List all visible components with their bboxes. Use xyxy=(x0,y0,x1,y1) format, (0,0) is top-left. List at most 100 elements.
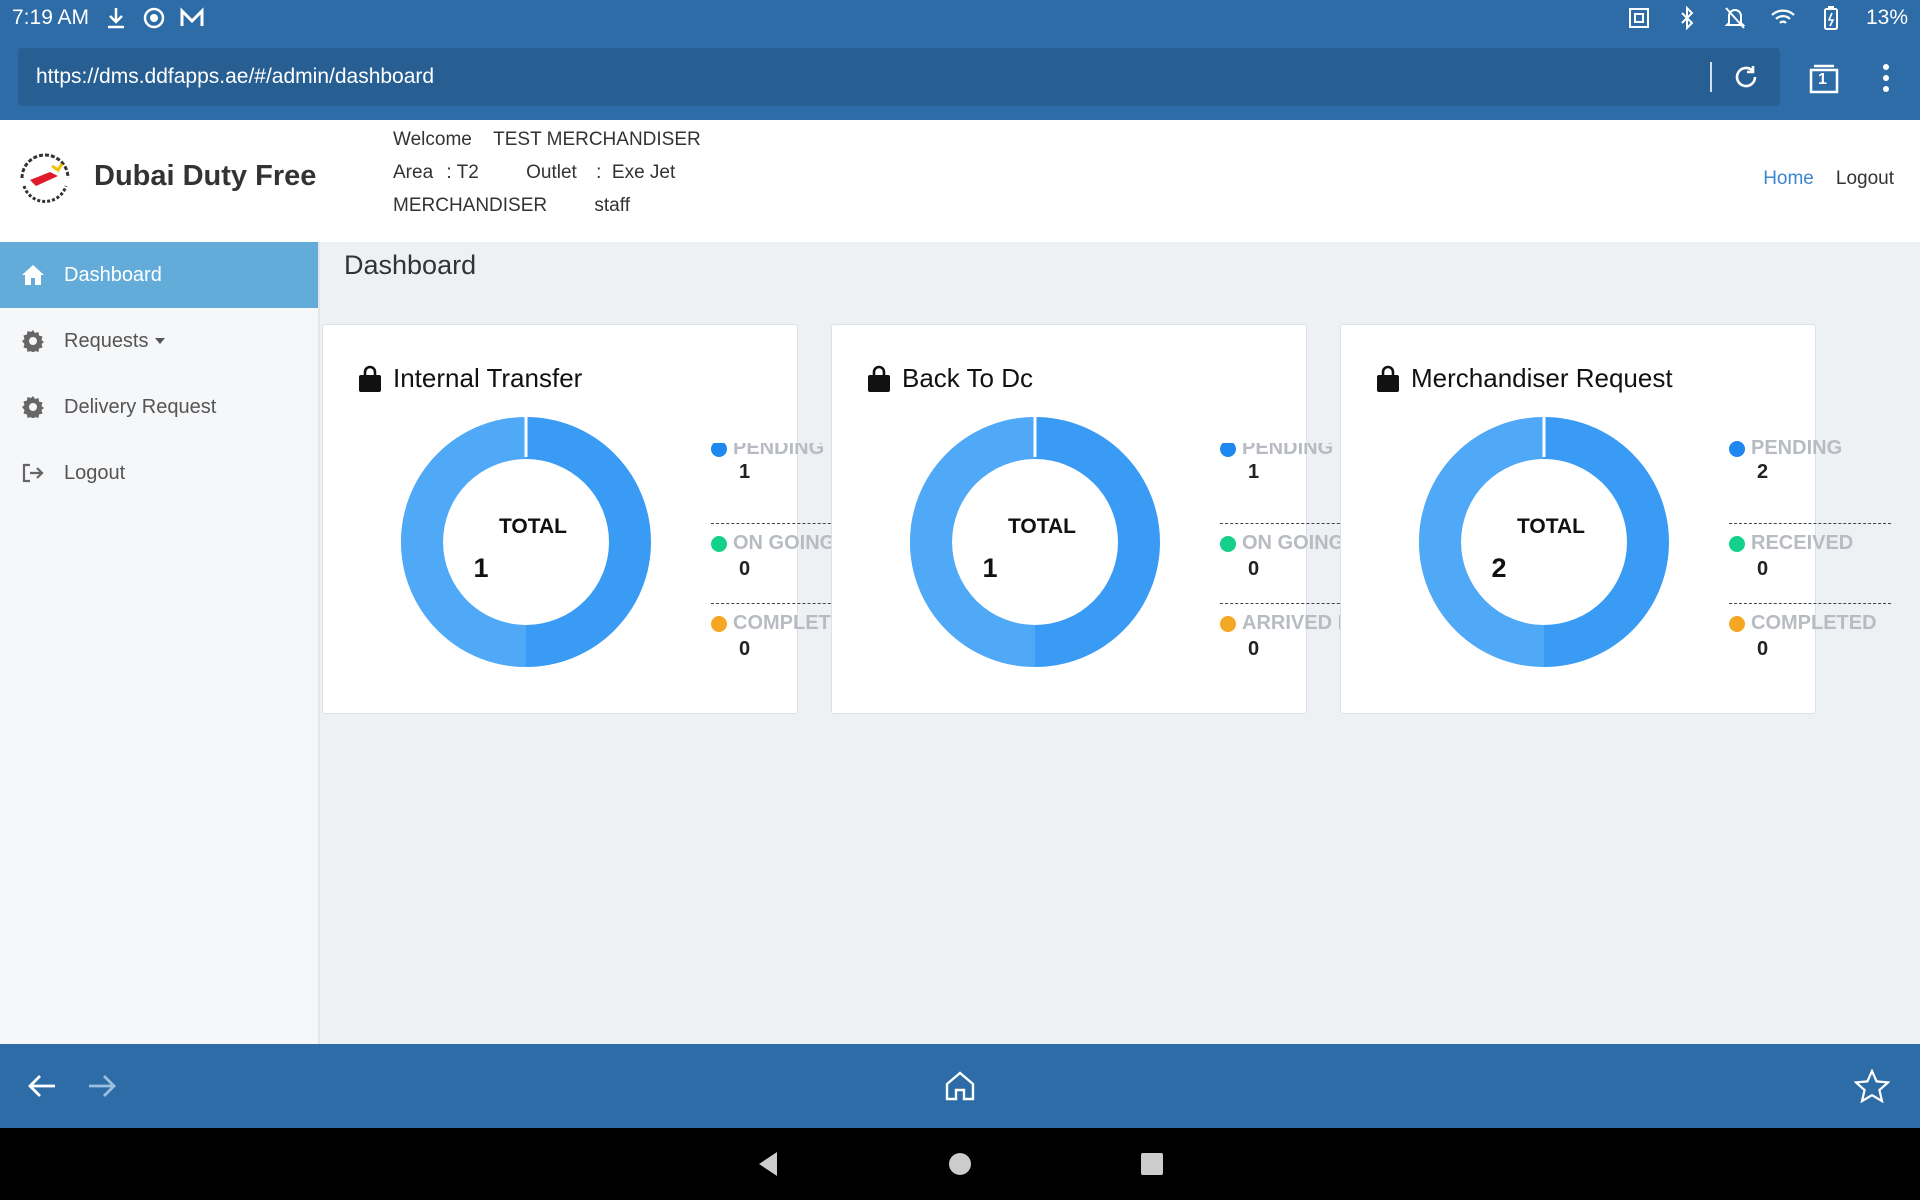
bookmark-star-icon[interactable] xyxy=(1852,1066,1892,1106)
donut-total-value: 1 xyxy=(473,553,489,583)
sidebar-item-label: Delivery Request xyxy=(64,395,217,418)
card-title: Back To Dc xyxy=(866,363,1033,394)
status-legend: PENDING 1 ON GOING 0 COMPLET 0 xyxy=(711,443,841,683)
gear-icon xyxy=(20,394,46,420)
card-title-text: Merchandiser Request xyxy=(1411,363,1673,393)
mail-app-icon xyxy=(179,5,205,31)
sidebar-item-label: Logout xyxy=(64,461,126,484)
legend-item: PENDING 2 xyxy=(1729,437,1891,523)
record-icon xyxy=(141,5,167,31)
user-type: staff xyxy=(594,195,630,216)
sidebar-item-requests[interactable]: Requests xyxy=(0,308,318,374)
reload-icon[interactable] xyxy=(1726,57,1766,97)
dubai-duty-free-logo xyxy=(12,146,78,212)
shopping-bag-icon xyxy=(868,365,890,392)
sidebar-item-delivery-request[interactable]: Delivery Request xyxy=(0,374,318,440)
main-content: Dashboard Internal Transfer TOTAL 1 PEND… xyxy=(322,242,1920,1044)
donut-total-value: 2 xyxy=(1491,553,1507,583)
card-title-text: Back To Dc xyxy=(902,363,1034,393)
legend-value: 1 xyxy=(1248,461,1260,483)
nav-recents-icon[interactable] xyxy=(1134,1146,1170,1182)
legend-item: RECEIVED 0 xyxy=(1729,523,1891,603)
nav-back-icon[interactable] xyxy=(750,1146,786,1182)
sidebar-item-logout[interactable]: Logout xyxy=(0,440,318,506)
gear-icon xyxy=(20,328,46,354)
back-arrow-icon[interactable] xyxy=(22,1066,62,1106)
legend-item: ON GOING 0 xyxy=(711,523,841,603)
total-donut-chart xyxy=(401,417,651,667)
back-to-dc-card[interactable]: Back To Dc TOTAL 1 PENDING 1 ON GOING 0 … xyxy=(831,324,1350,714)
sidebar: Dashboard Requests Delivery Request Logo… xyxy=(0,242,320,1044)
legend-label: PENDING xyxy=(1751,437,1843,459)
download-icon xyxy=(103,5,129,31)
tab-count: 1 xyxy=(1818,71,1827,88)
role-line: MERCHANDISER staff xyxy=(393,195,630,217)
system-nav-bar xyxy=(0,1128,1920,1200)
legend-label: COMPLETED xyxy=(1751,612,1877,634)
legend-item: ON GOING 0 xyxy=(1220,523,1350,603)
outlet-label: Outlet xyxy=(526,162,577,183)
nav-logout-link[interactable]: Logout xyxy=(1835,168,1894,189)
legend-label: ON GOING xyxy=(1242,532,1345,554)
page-title: Dashboard xyxy=(344,250,477,280)
status-dot xyxy=(1220,535,1236,552)
welcome-line: Welcome TEST MERCHANDISER xyxy=(393,129,701,151)
app-header: Dubai Duty Free Welcome TEST MERCHANDISE… xyxy=(0,120,1920,242)
legend-item: COMPLET 0 xyxy=(711,603,841,683)
status-dot xyxy=(711,443,727,457)
total-donut-chart xyxy=(1419,417,1669,667)
nav-home-icon[interactable] xyxy=(942,1146,978,1182)
area-label: Area xyxy=(393,162,434,183)
legend-value: 2 xyxy=(1757,461,1769,483)
battery-icon xyxy=(1818,5,1844,31)
total-donut-chart xyxy=(910,417,1160,667)
legend-label: COMPLET xyxy=(733,612,831,634)
user-name: TEST MERCHANDISER xyxy=(493,129,701,150)
legend-value: 0 xyxy=(1757,558,1769,580)
legend-item: PENDING 1 xyxy=(711,443,841,523)
url-text[interactable]: https://dms.ddfapps.ae/#/admin/dashboard xyxy=(36,65,435,88)
location-line: Area : T2 Outlet : Exe Jet xyxy=(393,162,675,184)
status-legend: PENDING 2 RECEIVED 0 COMPLETED 0 xyxy=(1729,437,1891,683)
status-dot xyxy=(1729,440,1745,457)
card-title: Merchandiser Request xyxy=(1375,363,1673,394)
shopping-bag-icon xyxy=(359,365,381,392)
sign-out-icon xyxy=(20,460,46,486)
address-divider xyxy=(1710,62,1712,92)
donut-total-label: TOTAL xyxy=(1007,515,1077,538)
shopping-bag-icon xyxy=(1377,365,1399,392)
legend-value: 0 xyxy=(1248,638,1260,660)
status-dot xyxy=(711,535,727,552)
wifi-icon xyxy=(1770,5,1796,31)
legend-item: PENDING 1 xyxy=(1220,443,1350,523)
legend-item: COMPLETED 0 xyxy=(1729,603,1891,683)
status-dot xyxy=(1220,443,1236,457)
welcome-label: Welcome xyxy=(393,129,472,150)
legend-label: RECEIVED xyxy=(1751,532,1854,554)
internal-transfer-card[interactable]: Internal Transfer TOTAL 1 PENDING 1 ON G… xyxy=(322,324,841,714)
home-icon[interactable] xyxy=(940,1066,980,1106)
sidebar-item-label: Dashboard xyxy=(64,263,162,286)
legend-label: PENDING xyxy=(733,443,825,459)
merchandiser-request-card[interactable]: Merchandiser Request TOTAL 2 PENDING 2 R… xyxy=(1340,324,1891,714)
status-time: 7:19 AM xyxy=(12,6,90,29)
tabs-button[interactable]: 1 xyxy=(1804,58,1844,98)
outlet-value: : Exe Jet xyxy=(596,162,676,183)
donut-total-value: 1 xyxy=(982,553,998,583)
top-nav: Home Logout xyxy=(1763,168,1894,190)
home-icon xyxy=(20,262,46,288)
sidebar-item-dashboard[interactable]: Dashboard xyxy=(0,242,318,308)
sidebar-item-label: Requests xyxy=(64,329,149,352)
nav-home-link[interactable]: Home xyxy=(1763,168,1814,189)
legend-label: PENDING xyxy=(1242,443,1334,459)
legend-value: 0 xyxy=(739,638,751,660)
address-bar[interactable]: https://dms.ddfapps.ae/#/admin/dashboard xyxy=(18,48,1780,106)
status-dot xyxy=(711,615,727,632)
legend-label: ARRIVED I xyxy=(1242,612,1344,634)
mute-icon xyxy=(1722,5,1748,31)
brand-name: Dubai Duty Free xyxy=(94,160,317,192)
browser-toolbar: https://dms.ddfapps.ae/#/admin/dashboard… xyxy=(0,36,1920,120)
overflow-menu-icon[interactable] xyxy=(1868,58,1904,98)
forward-arrow-icon[interactable] xyxy=(82,1066,122,1106)
legend-value: 1 xyxy=(739,461,751,483)
